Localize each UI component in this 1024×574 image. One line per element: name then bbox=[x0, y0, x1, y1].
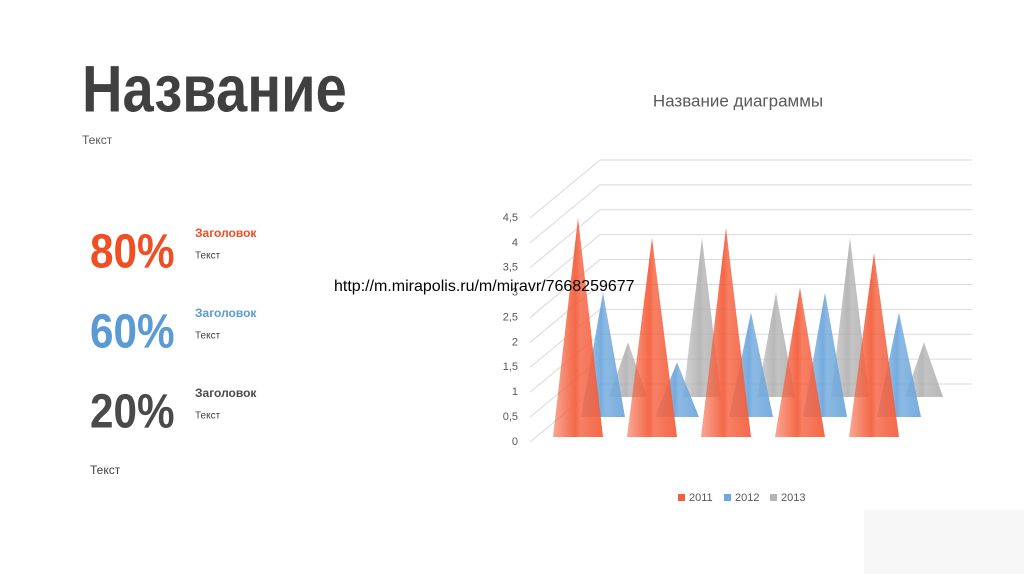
legend-label: 2013 bbox=[781, 492, 805, 504]
legend-label: 2011 bbox=[689, 492, 713, 504]
footer-text: Текст bbox=[90, 463, 121, 477]
cone bbox=[627, 237, 677, 437]
grid-line bbox=[529, 159, 972, 219]
watermark: http://m.mirapolis.ru/m/miravr/766825967… bbox=[334, 278, 635, 295]
y-tick-label: 3 bbox=[512, 287, 518, 299]
cone bbox=[849, 252, 899, 437]
stat-text: Текст bbox=[195, 251, 221, 262]
cone bbox=[757, 292, 795, 397]
stat-text: Текст bbox=[195, 411, 221, 422]
stat-heading: Заголовок bbox=[195, 386, 257, 400]
grid-line bbox=[529, 184, 972, 244]
cone bbox=[831, 237, 869, 397]
chart: 0 0,5 1 1,5 2 2,5 3 3,5 4 4,5 2011 2012 2013 bbox=[503, 159, 972, 504]
legend-swatch bbox=[678, 494, 685, 501]
stat-value: 80% bbox=[90, 224, 175, 278]
y-tick-label: 0 bbox=[512, 436, 518, 448]
slide-title: Название bbox=[82, 52, 347, 125]
y-tick-label: 4,5 bbox=[503, 212, 518, 224]
cone bbox=[905, 342, 943, 397]
stat-value: 60% bbox=[90, 304, 175, 358]
legend-swatch bbox=[724, 494, 731, 501]
stat-text: Текст bbox=[195, 331, 221, 342]
cone bbox=[553, 217, 603, 437]
corner-box bbox=[864, 510, 1024, 574]
grid-line bbox=[529, 234, 972, 294]
stat-value: 20% bbox=[90, 384, 175, 438]
y-tick-label: 4 bbox=[512, 237, 518, 249]
y-tick-label: 3,5 bbox=[503, 262, 518, 274]
chart-title: Название диаграммы bbox=[653, 91, 823, 110]
legend-swatch bbox=[770, 494, 777, 501]
y-tick-label: 2,5 bbox=[503, 311, 518, 323]
stat-heading: Заголовок bbox=[195, 226, 257, 240]
y-tick-label: 0,5 bbox=[503, 411, 518, 423]
y-tick-label: 2 bbox=[512, 336, 518, 348]
y-tick-label: 1,5 bbox=[503, 361, 518, 373]
stat-heading: Заголовок bbox=[195, 306, 257, 320]
slide-subtitle: Текст bbox=[82, 133, 113, 147]
cone bbox=[701, 227, 751, 437]
grid-line bbox=[529, 209, 972, 269]
legend-label: 2012 bbox=[735, 492, 759, 504]
cone bbox=[775, 287, 825, 437]
y-tick-label: 1 bbox=[512, 386, 518, 398]
